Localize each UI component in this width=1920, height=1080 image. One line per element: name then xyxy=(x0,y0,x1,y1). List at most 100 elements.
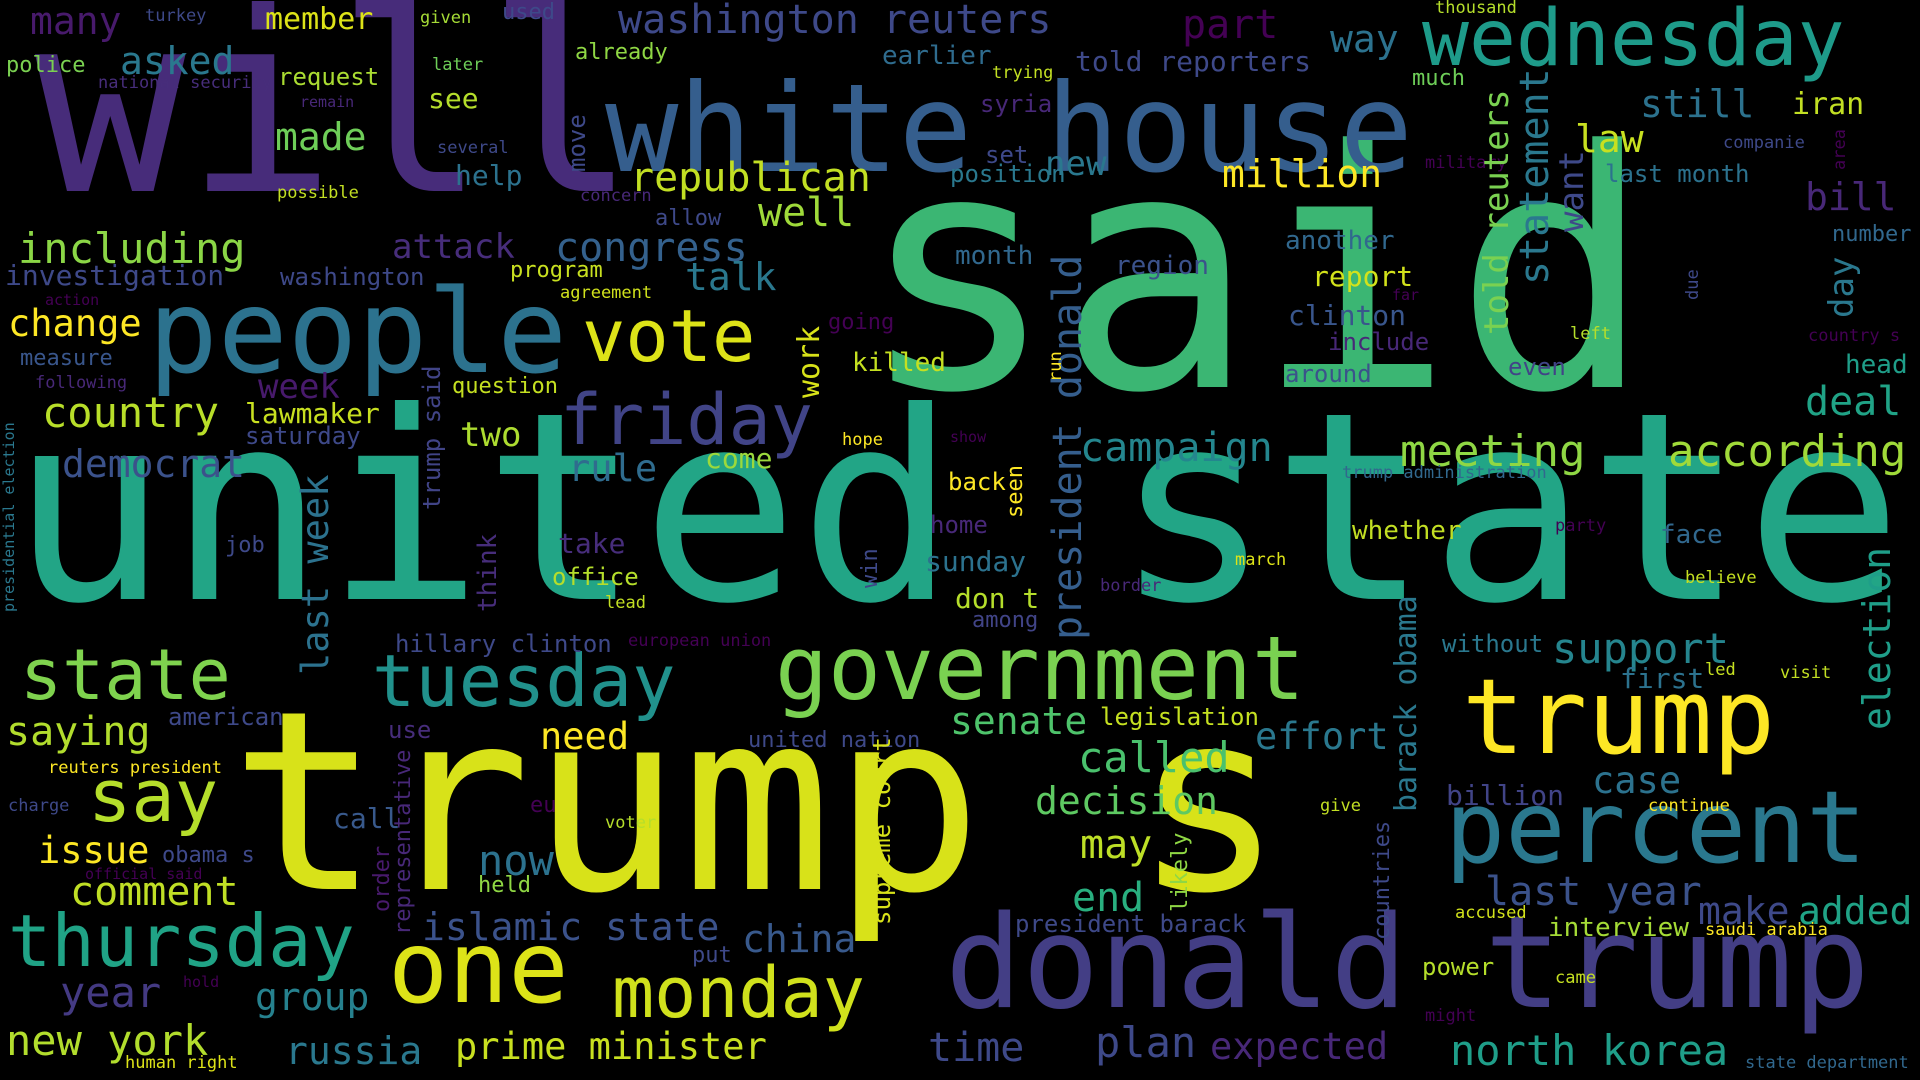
word-according: according xyxy=(1668,426,1907,477)
word-may: may xyxy=(1080,822,1153,868)
word-continue: continue xyxy=(1648,796,1730,816)
word-military: military xyxy=(1425,153,1507,173)
word-election: election xyxy=(1855,546,1899,730)
word-might: might xyxy=(1425,1006,1477,1026)
word-thursday: thursday xyxy=(8,899,355,983)
word-thousand: thousand xyxy=(1435,0,1517,18)
word-show: show xyxy=(950,428,987,446)
word-lead: lead xyxy=(605,593,646,613)
word-around: around xyxy=(1285,360,1372,388)
word-support: support xyxy=(1552,624,1730,673)
word-agreement: agreement xyxy=(560,283,653,303)
word-russia: russia xyxy=(285,1029,423,1073)
word-wednesday: wednesday xyxy=(1422,0,1845,84)
word-request: request xyxy=(278,63,380,91)
word-home: home xyxy=(930,511,988,539)
word-likely: likely xyxy=(1168,832,1193,912)
word-said: said xyxy=(858,81,1653,465)
word-region: region xyxy=(1115,251,1209,281)
word-now: now xyxy=(478,836,554,885)
word-american: american xyxy=(168,703,284,731)
word-member: member xyxy=(265,2,374,37)
word-issue: issue xyxy=(38,829,150,872)
word-presidential-election: presidential election xyxy=(0,422,18,612)
word-use: use xyxy=(388,716,432,744)
word-one: one xyxy=(388,909,569,1026)
word-left: left xyxy=(1570,324,1611,344)
word-interview: interview xyxy=(1548,913,1689,943)
word-following: following xyxy=(35,373,128,393)
word-last-month: last month xyxy=(1605,160,1750,188)
word-move: move xyxy=(563,114,591,172)
word-million: million xyxy=(1222,152,1383,196)
word-way: way xyxy=(1330,17,1399,61)
word-president-donald: president donald xyxy=(1045,254,1091,640)
word-used: used xyxy=(502,0,555,25)
word-european-union: european union xyxy=(628,631,772,651)
word-back: back xyxy=(948,468,1006,496)
word-voter: voter xyxy=(605,813,657,833)
word-meeting: meeting xyxy=(1400,426,1586,477)
word-case: case xyxy=(1592,759,1682,802)
word-trying: trying xyxy=(992,63,1054,83)
word-question: question xyxy=(452,374,558,399)
word-face: face xyxy=(1660,520,1723,550)
word-trump-s: trump s xyxy=(230,657,1284,948)
word-even: even xyxy=(1508,353,1566,381)
word-another: another xyxy=(1285,226,1395,256)
word-clinton: clinton xyxy=(1288,299,1407,332)
word-need: need xyxy=(540,715,630,758)
word-hillary-clinton: hillary clinton xyxy=(395,630,612,658)
word-talk: talk xyxy=(685,255,777,299)
word-decision: decision xyxy=(1035,779,1219,823)
word-held: held xyxy=(478,873,531,898)
word-two: two xyxy=(460,415,522,455)
word-believe: believe xyxy=(1685,568,1757,588)
word-number: number xyxy=(1832,222,1912,247)
word-change: change xyxy=(8,302,142,345)
word-head: head xyxy=(1845,350,1908,380)
word-whether: whether xyxy=(1352,516,1462,546)
word-later: later xyxy=(432,55,484,75)
word-include: include xyxy=(1328,328,1430,356)
word-plan: plan xyxy=(1095,1018,1197,1067)
word-eu: eu xyxy=(530,793,557,818)
word-come: come xyxy=(705,442,773,475)
word-time: time xyxy=(928,1025,1025,1071)
word-make: make xyxy=(1698,889,1790,933)
word-well: well xyxy=(758,190,855,236)
word-call: call xyxy=(333,802,401,835)
word-expected: expected xyxy=(1210,1025,1389,1068)
word-allow: allow xyxy=(655,206,722,231)
word-legislation: legislation xyxy=(1100,703,1259,731)
word-earlier: earlier xyxy=(882,41,992,71)
word-due: due xyxy=(1683,269,1703,300)
word-made: made xyxy=(275,115,367,159)
word-set: set xyxy=(985,141,1029,169)
word-going: going xyxy=(828,310,895,335)
word-job: job xyxy=(225,533,265,558)
word-march: march xyxy=(1235,550,1287,570)
word-effort: effort xyxy=(1255,715,1389,758)
word-human-right: human right xyxy=(125,1053,238,1073)
word-new-york: new york xyxy=(6,1016,209,1065)
word-asked: asked xyxy=(120,39,235,83)
word-told-reuters: told reuters xyxy=(1477,89,1517,335)
word-state-department: state department xyxy=(1745,1053,1909,1073)
word-came: came xyxy=(1555,968,1596,988)
word-donald-trump: donald trump xyxy=(945,889,1870,1038)
word-islamic-state: islamic state xyxy=(422,905,720,949)
word-law: law xyxy=(1575,117,1644,161)
word-possible: possible xyxy=(277,183,359,203)
word-police: police xyxy=(6,53,86,78)
word-president-barack: president barack xyxy=(1015,910,1247,938)
word-first: first xyxy=(1620,662,1705,695)
word-killed: killed xyxy=(852,348,946,378)
word-united-state: united state xyxy=(10,356,1903,661)
word-washington-reuters: washington reuters xyxy=(618,0,1052,43)
word-campaign: campaign xyxy=(1080,425,1273,471)
word-party: party xyxy=(1555,516,1607,536)
word-measure: measure xyxy=(20,346,113,371)
word-want: want xyxy=(1552,150,1592,232)
word-democrat: democrat xyxy=(62,442,246,486)
